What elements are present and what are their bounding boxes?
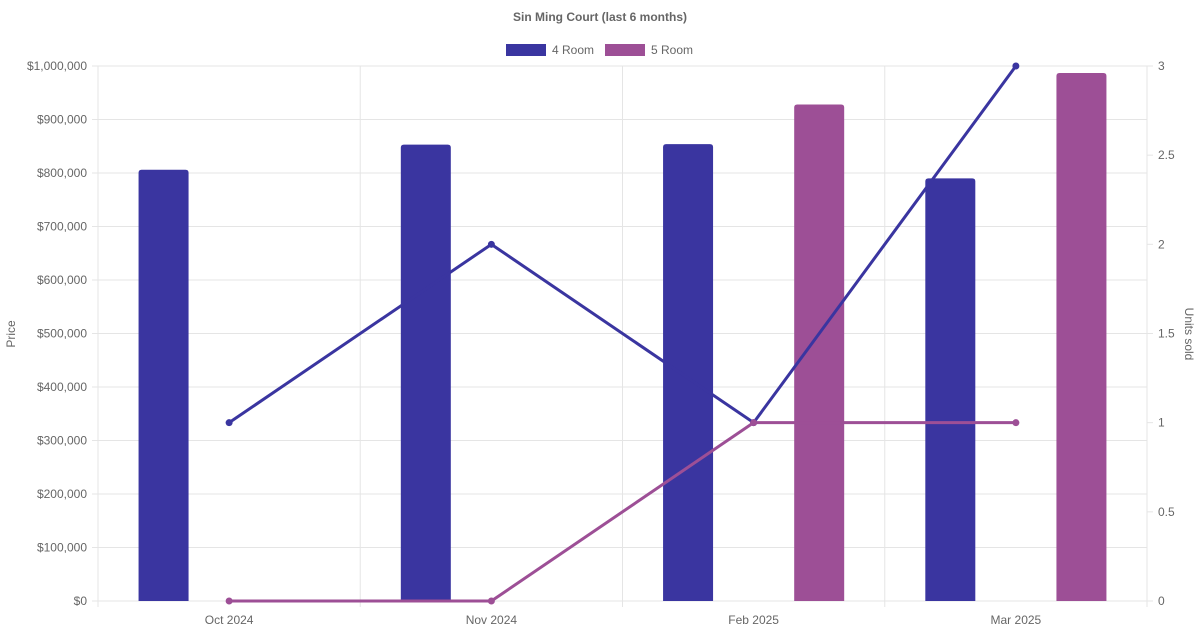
legend-swatch-4-room (506, 44, 546, 56)
right-tick-label: 1 (1158, 416, 1165, 430)
chart-title: Sin Ming Court (last 6 months) (513, 10, 687, 24)
right-tick-label: 1.5 (1158, 327, 1175, 341)
legend-swatch-5-room (605, 44, 645, 56)
x-axis-ticks: Oct 2024 Nov 2024 Feb 2025 Mar 2025 (205, 613, 1042, 627)
left-axis-ticks: $0 $100,000 $200,000 $300,000 $400,000 $500,0… (27, 59, 98, 608)
gridlines (97, 65, 1148, 607)
right-axis-ticks: 0 0.5 1 1.5 2 2.5 3 (1147, 59, 1175, 608)
legend-label-5-room: 5 Room (651, 43, 693, 57)
right-tick-label: 0.5 (1158, 505, 1175, 519)
left-tick-label: $400,000 (37, 380, 87, 394)
point-5-room[interactable] (487, 597, 495, 605)
left-tick-label: $800,000 (37, 166, 87, 180)
point-5-room[interactable] (1012, 419, 1020, 427)
bars (138, 72, 1107, 602)
x-tick-label: Nov 2024 (466, 613, 518, 627)
bar-4-room[interactable] (663, 144, 714, 602)
left-axis-title: Price (4, 320, 18, 348)
left-tick-label: $1,000,000 (27, 59, 87, 73)
left-tick-label: $300,000 (37, 434, 87, 448)
bar-5-room[interactable] (1056, 72, 1107, 601)
point-5-room[interactable] (750, 419, 758, 427)
left-tick-label: $600,000 (37, 273, 87, 287)
bar-4-room[interactable] (400, 144, 451, 601)
bar-4-room[interactable] (925, 178, 976, 601)
left-tick-label: $500,000 (37, 327, 87, 341)
bar-4-room[interactable] (138, 169, 189, 602)
lines (225, 62, 1020, 605)
left-tick-label: $200,000 (37, 487, 87, 501)
right-tick-label: 3 (1158, 59, 1165, 73)
x-tick-label: Oct 2024 (205, 613, 254, 627)
legend-item-4-room[interactable]: 4 Room (506, 43, 594, 57)
left-tick-label: $900,000 (37, 113, 87, 127)
left-tick-label: $0 (74, 594, 88, 608)
point-5-room[interactable] (225, 597, 233, 605)
left-tick-label: $700,000 (37, 220, 87, 234)
line-5-room[interactable] (229, 421, 1016, 603)
right-tick-label: 2.5 (1158, 148, 1175, 162)
legend-item-5-room[interactable]: 5 Room (605, 43, 693, 57)
point-4-room[interactable] (225, 419, 233, 427)
legend: 4 Room 5 Room (506, 43, 693, 57)
x-tick-label: Mar 2025 (991, 613, 1042, 627)
right-tick-label: 0 (1158, 594, 1165, 608)
right-tick-label: 2 (1158, 237, 1165, 251)
bar-5-room[interactable] (794, 104, 845, 602)
line-4-room[interactable] (228, 65, 1018, 425)
point-4-room[interactable] (1012, 62, 1020, 70)
point-4-room[interactable] (487, 240, 495, 248)
left-tick-label: $100,000 (37, 541, 87, 555)
legend-label-4-room: 4 Room (552, 43, 594, 57)
right-axis-title: Units sold (1182, 308, 1196, 361)
x-tick-label: Feb 2025 (728, 613, 779, 627)
